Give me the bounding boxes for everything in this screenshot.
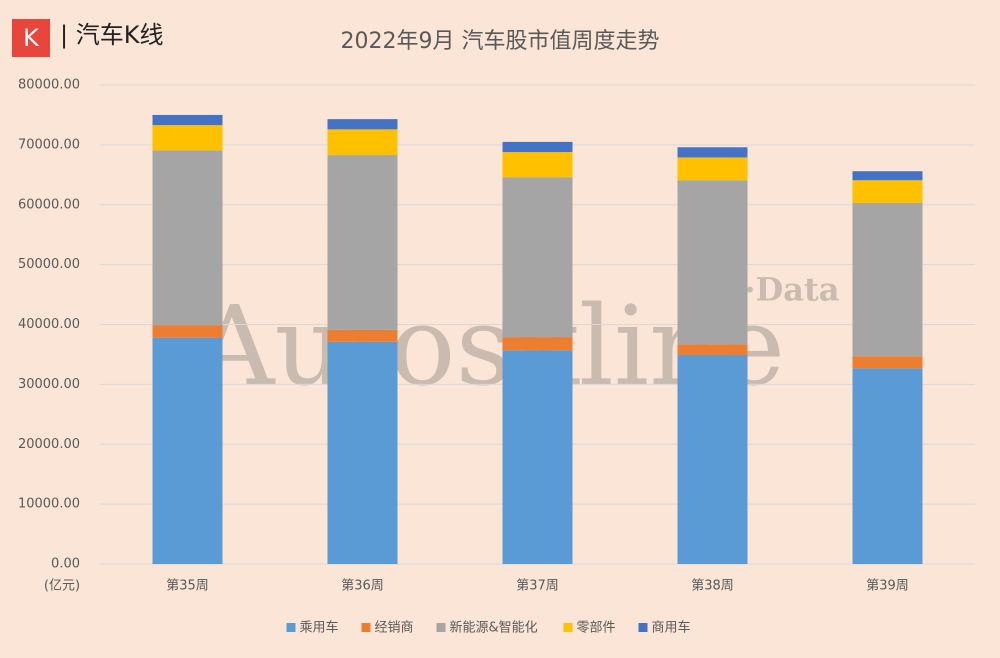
bar-segment bbox=[852, 356, 923, 369]
chart-title: 2022年9月 汽车股市值周度走势 bbox=[341, 29, 660, 54]
y-tick-label: 0.00 bbox=[51, 557, 80, 572]
bar-segment bbox=[152, 125, 223, 151]
bar-segment bbox=[852, 202, 923, 357]
bar-segment bbox=[327, 341, 398, 564]
bar-segment bbox=[502, 177, 573, 338]
legend-label: 零部件 bbox=[577, 621, 616, 636]
y-tick-label: 50000.00 bbox=[18, 257, 80, 272]
y-tick-label: 70000.00 bbox=[18, 137, 80, 152]
y-tick-label: 40000.00 bbox=[18, 317, 80, 332]
bar-segment bbox=[677, 157, 748, 181]
x-tick-label: 第39周 bbox=[866, 579, 909, 594]
bar-segment bbox=[152, 337, 223, 564]
y-tick-label: 10000.00 bbox=[18, 497, 80, 512]
bar-segment bbox=[152, 150, 223, 326]
bar-segment bbox=[327, 129, 398, 156]
bar-segment bbox=[502, 350, 573, 564]
bar-segment bbox=[677, 355, 748, 564]
x-tick-label: 第38周 bbox=[691, 579, 734, 594]
logo-box bbox=[12, 19, 50, 57]
bar-segment bbox=[327, 119, 398, 130]
bar-segment bbox=[677, 344, 748, 356]
logo-icon: K bbox=[23, 24, 40, 52]
legend-label: 商用车 bbox=[652, 620, 691, 636]
x-tick-label: 第37周 bbox=[516, 579, 559, 594]
legend-swatch bbox=[361, 623, 371, 632]
legend-label: 经销商 bbox=[375, 621, 414, 636]
bar-segment bbox=[677, 180, 748, 345]
y-tick-label: 20000.00 bbox=[18, 437, 80, 452]
bar-segment bbox=[852, 171, 923, 181]
unit-label: (亿元) bbox=[44, 579, 80, 594]
bar-segment bbox=[152, 325, 223, 338]
bar-segment bbox=[852, 180, 923, 203]
legend-label: 乘用车 bbox=[300, 620, 339, 636]
legend-label: 新能源&智能化 bbox=[450, 620, 538, 636]
bar-segment bbox=[502, 337, 573, 351]
bar-segment bbox=[327, 329, 398, 342]
bar-segment bbox=[677, 147, 748, 158]
x-tick-label: 第36周 bbox=[341, 579, 384, 594]
legend-swatch bbox=[563, 623, 573, 632]
y-tick-label: 30000.00 bbox=[18, 377, 80, 392]
y-tick-label: 60000.00 bbox=[18, 197, 80, 212]
logo-text: | 汽车K线 bbox=[60, 21, 163, 49]
legend-swatch bbox=[286, 623, 296, 632]
bar-segment bbox=[327, 155, 398, 330]
x-tick-label: 第35周 bbox=[166, 579, 209, 594]
bar-segment bbox=[852, 368, 923, 564]
legend-swatch bbox=[436, 623, 446, 632]
y-tick-label: 80000.00 bbox=[18, 78, 80, 93]
bar-segment bbox=[502, 141, 573, 153]
legend-swatch bbox=[638, 623, 648, 632]
bar-segment bbox=[502, 152, 573, 178]
bar-segment bbox=[152, 114, 223, 126]
